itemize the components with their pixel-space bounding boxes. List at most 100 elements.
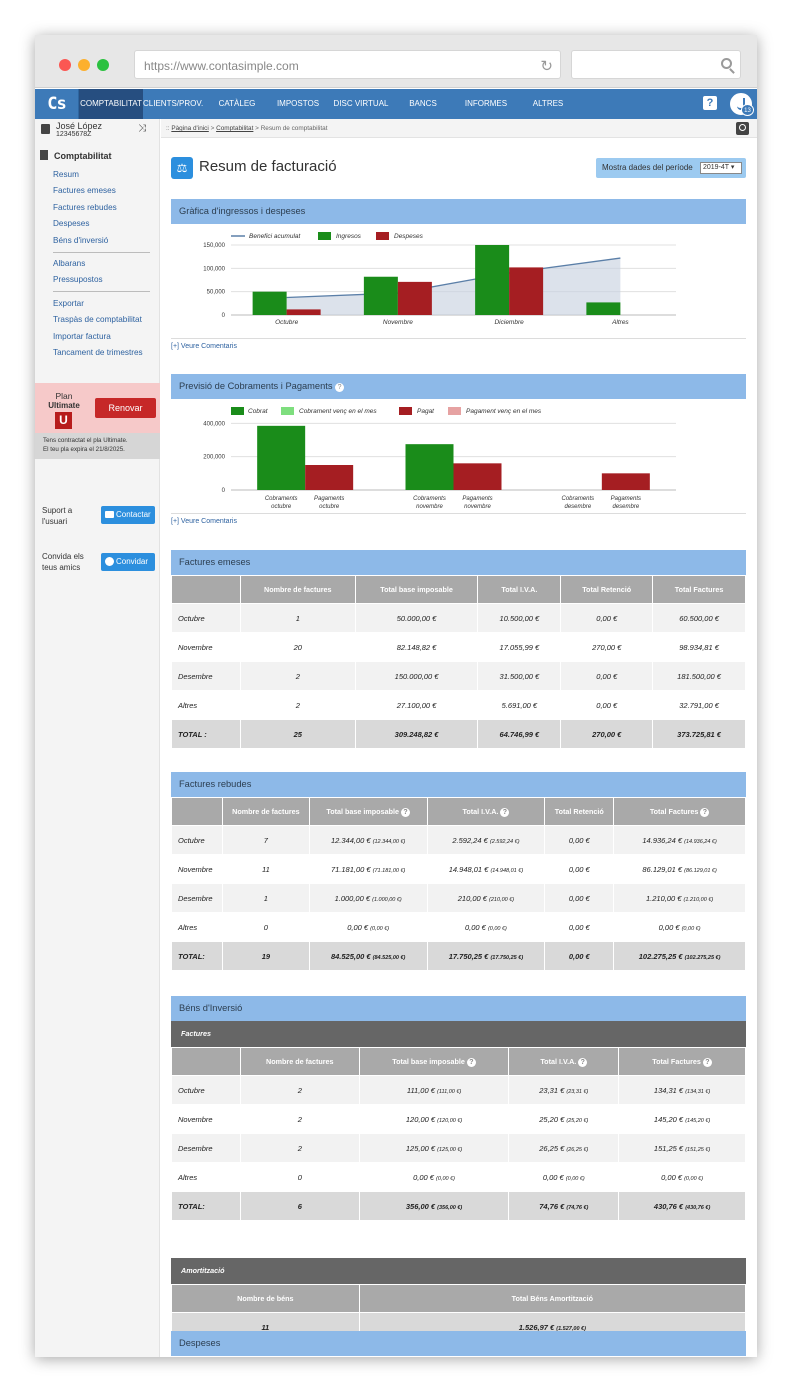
cell-value: Desembre <box>178 893 213 903</box>
table-header <box>171 797 223 826</box>
payments-forecast-chart: 0 200,000 400,000 Cobraments octubre Pagament… <box>203 407 676 510</box>
breadcrumb-separator: > <box>253 125 261 132</box>
help-icon[interactable]: ? <box>703 96 717 110</box>
cell-value: 0,00 € <box>568 835 590 845</box>
sidebar-item-tancament[interactable]: Tancament de trimestres <box>53 348 143 357</box>
help-icon[interactable]: ? <box>702 1057 712 1067</box>
row-label: Octubre <box>171 825 223 855</box>
x-tick-label: Pagaments <box>314 496 344 502</box>
help-icon[interactable]: ? <box>500 807 510 817</box>
sidebar-item-albarans[interactable]: Albarans <box>53 259 86 268</box>
help-icon[interactable]: ? <box>700 807 710 817</box>
cell-value: 102.275,25 € <box>638 951 683 961</box>
contasimple-logo[interactable]: Cs <box>35 89 79 119</box>
cell-subvalue: (86.129,01 €) <box>684 867 717 874</box>
x-tick-label: Cobraments <box>413 496 446 502</box>
nav-impostos[interactable]: IMPOSTOS <box>276 99 320 108</box>
table-cell: 1.210,00 € (1.210,00 €) <box>613 883 746 913</box>
row-label: Altres <box>171 912 223 942</box>
breadcrumb-home[interactable]: Pàgina d'inici <box>171 125 209 132</box>
nav-altres[interactable]: ALTRES <box>532 99 564 108</box>
help-icon[interactable]: ? <box>578 1057 588 1067</box>
table-header: Total Factures ? <box>618 1047 746 1076</box>
swap-user-icon[interactable]: ⤨ <box>138 123 146 134</box>
table-cell: 32.791,00 € <box>652 690 746 720</box>
cell-value: 120,00 € <box>405 1114 436 1124</box>
user-avatar[interactable]: 13 <box>730 93 754 116</box>
search-icon[interactable] <box>721 58 732 69</box>
sidebar-item-factures-emeses[interactable]: Factures emeses <box>53 186 116 195</box>
cell-value: 125,00 € <box>405 1143 436 1153</box>
cell-value: TOTAL : <box>178 729 207 739</box>
invite-button[interactable]: Convidar <box>101 553 155 571</box>
browser-search-box[interactable] <box>571 50 741 79</box>
period-select[interactable]: 2019-4T ▾ <box>700 162 742 174</box>
table-header: Total I.V.A. <box>477 575 562 604</box>
contact-button[interactable]: Contactar <box>101 506 155 524</box>
sidebar-item-resum[interactable]: Resum <box>53 170 79 179</box>
sidebar-item-exportar[interactable]: Exportar <box>53 299 84 308</box>
table-cell: 0,00 € (0,00 €) <box>618 1162 746 1192</box>
table-cell: 102.275,25 € (102.275,25 €) <box>613 941 746 971</box>
nav-bancs[interactable]: BANCS <box>409 99 437 108</box>
search-icon[interactable] <box>736 122 749 135</box>
breadcrumb-section[interactable]: Comptabilitat <box>216 125 254 132</box>
table-header: Total base imposable ? <box>308 797 428 826</box>
cell-subvalue: (0,00 €) <box>681 925 701 932</box>
benefit-area <box>286 258 621 315</box>
cell-value: 111,00 € <box>406 1085 435 1095</box>
cell-value: 1.210,00 € <box>646 893 682 903</box>
cell-value: 356,00 € <box>405 1201 436 1211</box>
table-cell: 86.129,01 € (86.129,01 €) <box>613 854 746 884</box>
legend-despeses-swatch <box>376 232 389 240</box>
minimize-dot-icon[interactable] <box>78 59 90 71</box>
y-tick-label: 100,000 <box>203 266 225 272</box>
sidebar-item-factures-rebudes[interactable]: Factures rebudes <box>53 203 117 212</box>
legend-despeses-label: Despeses <box>394 233 424 240</box>
renew-button[interactable]: Renovar <box>95 398 156 418</box>
cell-value: 32.791,00 € <box>679 700 719 710</box>
cell-subvalue: (0,00 €) <box>370 925 390 932</box>
sidebar-divider <box>53 252 150 253</box>
table-header: Total Retenció <box>560 575 654 604</box>
scale-icon: ⚖ <box>171 157 193 179</box>
user-id: 12345678Z <box>56 131 92 138</box>
bar-cobrat-1 <box>405 444 454 490</box>
sidebar-item-pressupostos[interactable]: Pressupostos <box>53 275 103 284</box>
bar-pagat-1 <box>453 463 502 490</box>
maximize-dot-icon[interactable] <box>97 59 109 71</box>
cell-value: 0,00 € <box>347 922 369 932</box>
cell-value: 0,00 € <box>661 1172 682 1182</box>
nav-cataleg[interactable]: CATÀLEG <box>218 99 256 108</box>
table-header: Nombre de factures <box>239 575 356 604</box>
x-tick-label: Altres <box>611 319 629 326</box>
header-label: Total I.V.A. <box>540 1056 577 1066</box>
help-icon[interactable]: ? <box>400 807 410 817</box>
table-cell: 2 <box>239 690 356 720</box>
x-tick-label: novembre <box>416 504 443 510</box>
sidebar-item-bens-inversio[interactable]: Béns d'inversió <box>53 236 109 245</box>
sidebar-item-despeses[interactable]: Despeses <box>53 219 90 228</box>
view-comments-link-1[interactable]: [+] Veure Comentaris <box>171 343 237 350</box>
invite-line2: teus amics <box>42 563 81 572</box>
table-header: Nombre de factures <box>239 1047 360 1076</box>
cell-value: Octubre <box>178 835 205 845</box>
y-tick-label: 400,000 <box>203 421 225 427</box>
table-row: Novembre 20 82.148,82 € 17.055,99 € 270,00 €… <box>171 632 746 662</box>
help-icon[interactable]: ? <box>335 383 345 392</box>
sidebar-item-importar-factura[interactable]: Importar factura <box>53 332 111 341</box>
nav-clients[interactable]: CLIENTS/PROV. <box>143 99 204 108</box>
plan-badge-icon: U <box>55 412 72 429</box>
help-icon[interactable]: ? <box>466 1057 476 1067</box>
view-comments-link-2[interactable]: [+] Veure Comentaris <box>171 518 237 525</box>
nav-comptabilitat[interactable]: COMPTABILITAT <box>79 89 143 119</box>
url-bar[interactable]: https://www.contasimple.com ↻ <box>134 50 561 79</box>
sidebar-item-traspas[interactable]: Traspàs de comptabilitat <box>53 315 142 324</box>
nav-disc-virtual[interactable]: DISC VIRTUAL <box>333 99 389 108</box>
cell-subvalue: (1.000,00 €) <box>372 896 402 903</box>
nav-informes[interactable]: INFORMES <box>464 99 508 108</box>
reload-icon[interactable]: ↻ <box>540 58 553 75</box>
close-dot-icon[interactable] <box>59 59 71 71</box>
cell-value: 210,00 € <box>457 893 487 903</box>
legend-cobrament-venc-swatch <box>281 407 294 415</box>
